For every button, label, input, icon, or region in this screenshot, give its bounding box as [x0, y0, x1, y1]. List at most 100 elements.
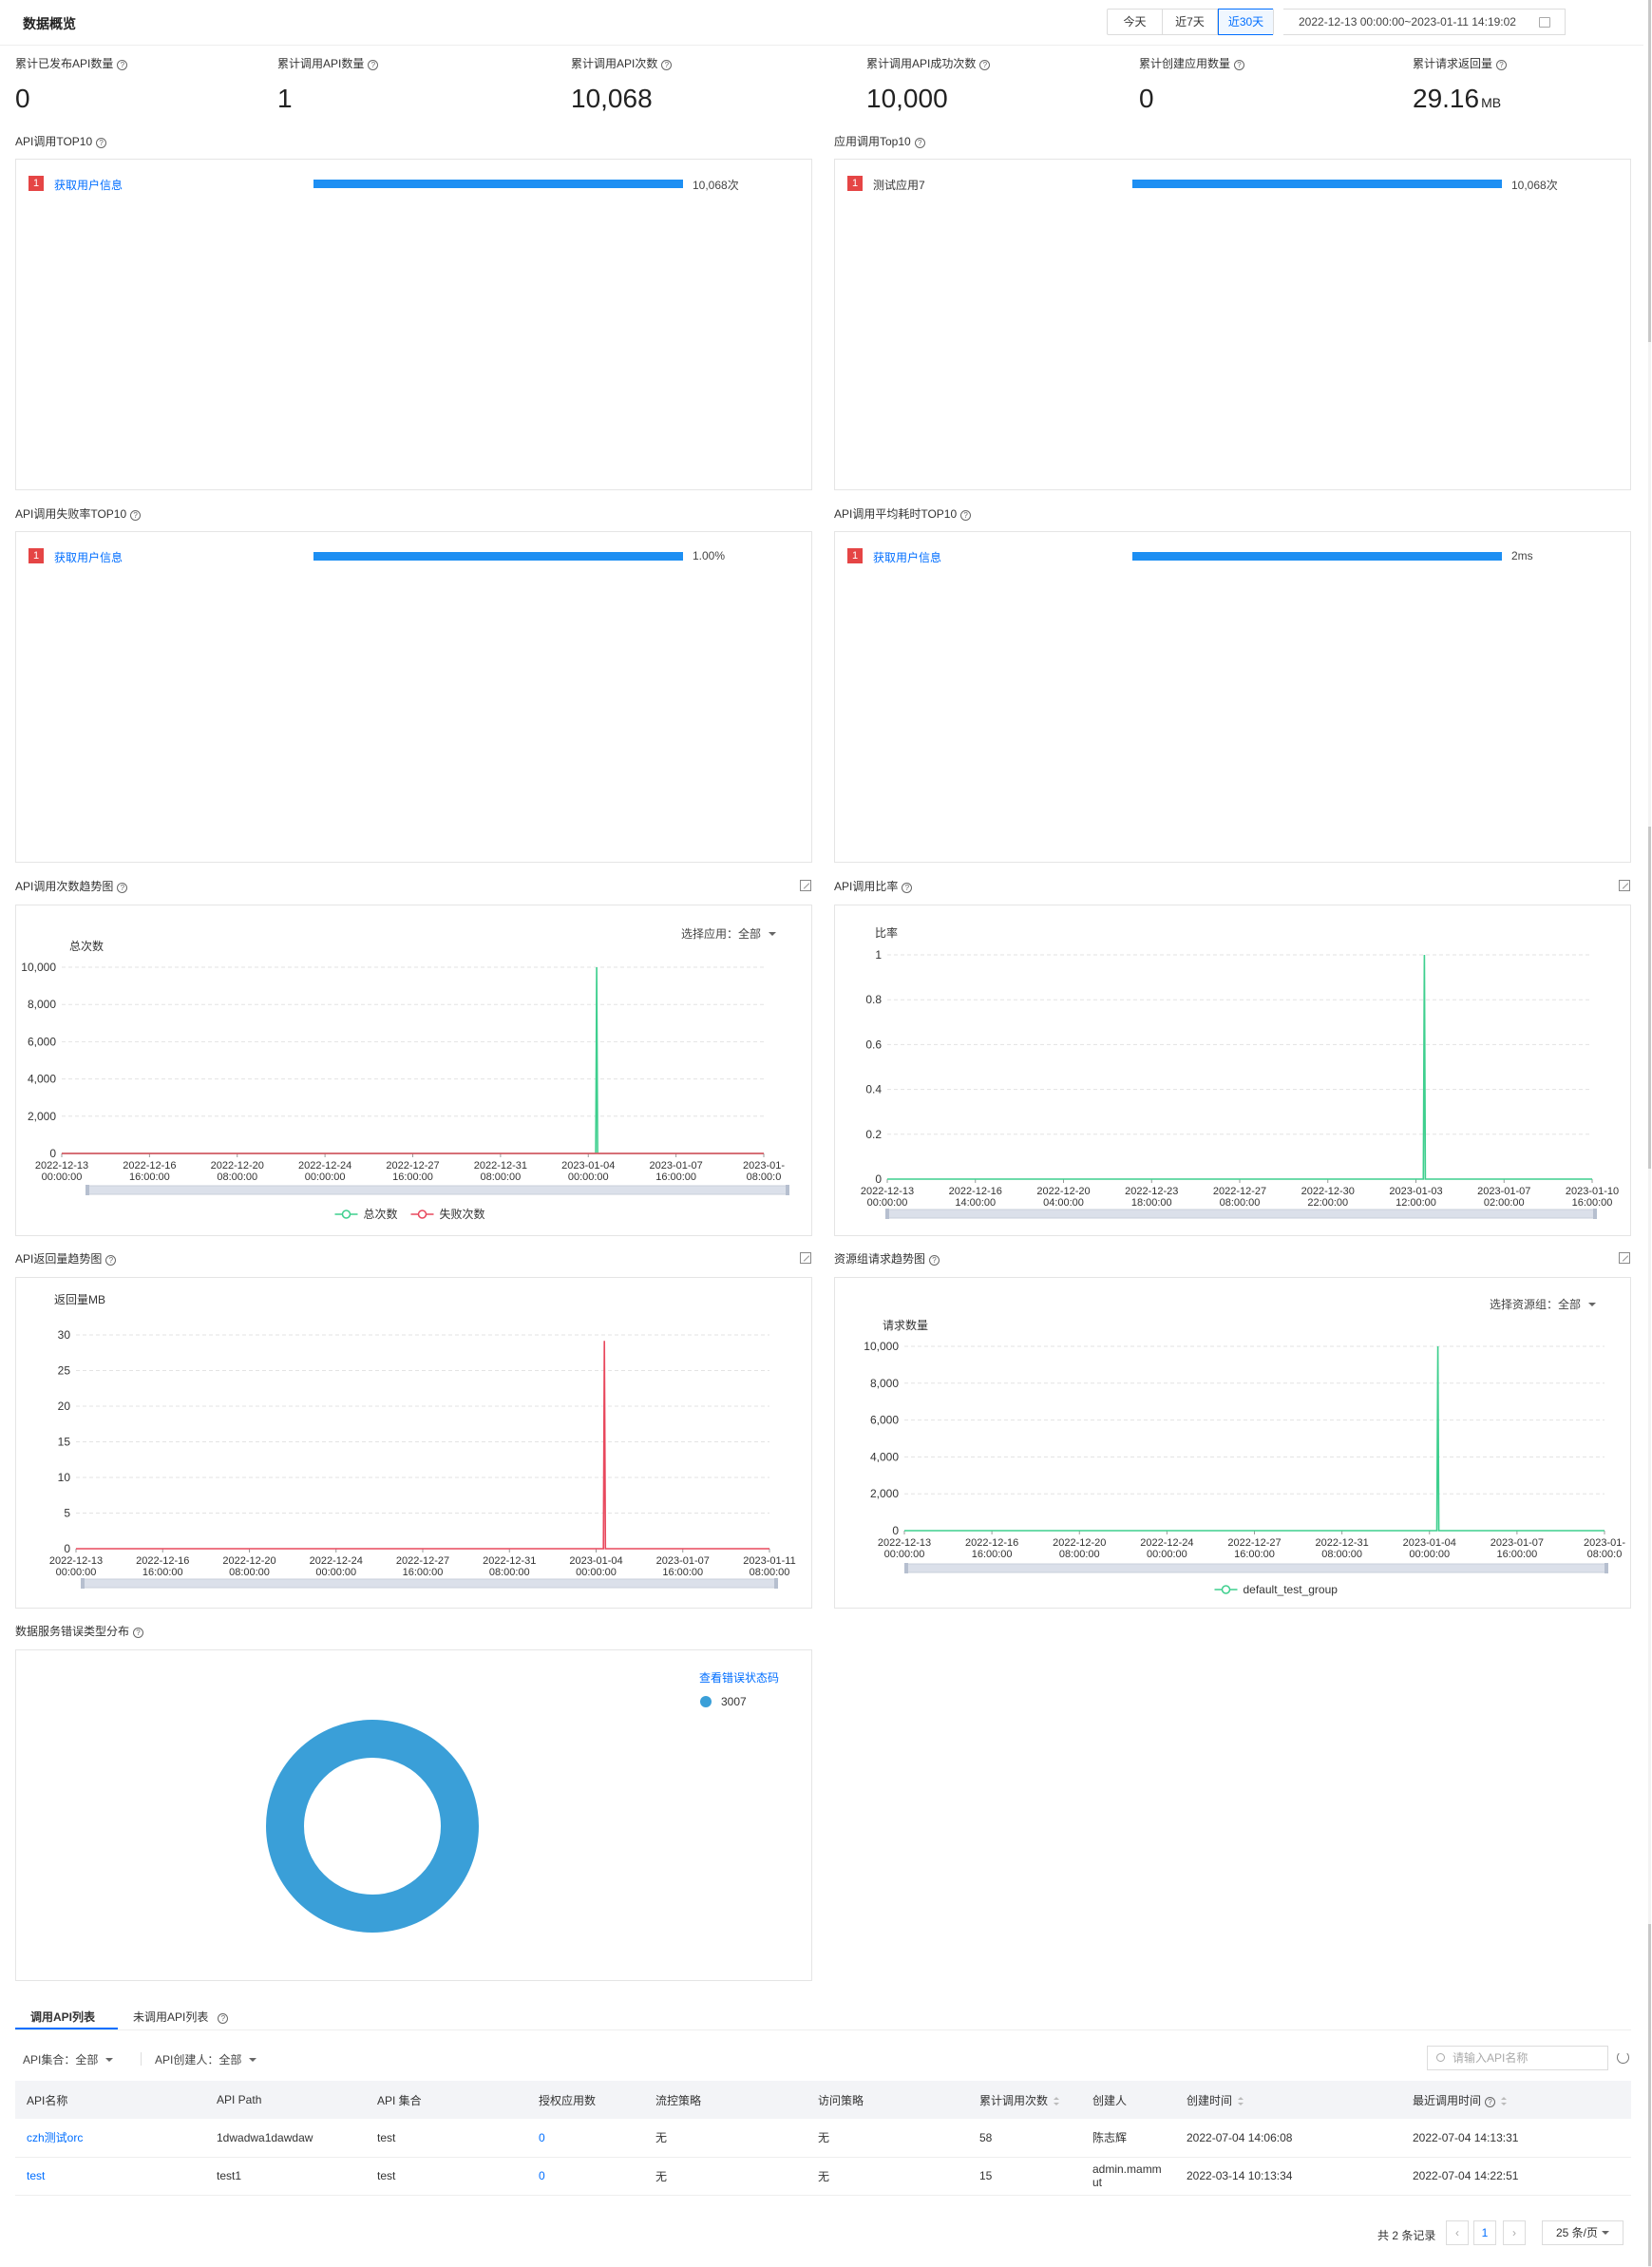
expand-icon[interactable] [1619, 1252, 1630, 1264]
prev-page-button[interactable]: ‹ [1446, 2220, 1469, 2245]
zoom-slider [82, 1578, 777, 1589]
help-icon[interactable]: ? [218, 2013, 229, 2024]
range-7d-button[interactable]: 近7天 [1163, 10, 1218, 34]
page-number-button[interactable]: 1 [1473, 2220, 1496, 2245]
api-fail-rate-top10-title: API调用失败率TOP10? [15, 505, 142, 522]
y-tick-label: 10 [58, 1471, 71, 1484]
x-tick-label: 08:00:00 [229, 1567, 270, 1578]
y-tick-label: 20 [58, 1400, 71, 1413]
api-name-link[interactable]: test [15, 2157, 205, 2196]
authorized-apps-link[interactable]: 0 [527, 2157, 644, 2196]
x-tick-label: 2022-12-20 [1036, 1186, 1090, 1197]
column-header: 流控策略 [644, 2081, 807, 2119]
help-icon[interactable]: ? [960, 510, 972, 521]
api-return-trend-title: API返回量趋势图? [15, 1250, 117, 1267]
zoom-slider [86, 1185, 788, 1195]
api-call-trend-panel: 选择应用：全部 0 2,000 4,000 6,000 8,000 10,000 总次数 20… [15, 905, 812, 1236]
view-error-codes-link[interactable]: 查看错误状态码 [699, 1671, 780, 1685]
scrollbar-thumb[interactable] [1648, 0, 1651, 342]
y-tick-label: 1 [875, 948, 882, 962]
tab-uncalled-api-list[interactable]: 未调用API列表? [133, 2009, 229, 2025]
page-size-selector[interactable]: 25 条/页 [1542, 2220, 1624, 2245]
help-icon[interactable]: ? [979, 60, 991, 70]
api-creator-filter[interactable]: API创建人：全部 [155, 2051, 257, 2067]
x-tick-label: 2022-12-16 [965, 1537, 1018, 1549]
x-tick-label: 2023-01-04 [561, 1160, 615, 1172]
kpi-value-call-count: 10,068 [571, 84, 653, 113]
kpi-label-return-volume: 累计请求返回量? [1413, 55, 1508, 71]
kpi-value-published: 0 [15, 84, 30, 113]
header-bar: 数据概览 [0, 0, 1643, 46]
range-30d-button[interactable]: 近30天 [1218, 9, 1273, 35]
x-tick-label: 16:00:00 [655, 1172, 696, 1183]
help-icon[interactable]: ? [96, 138, 107, 148]
help-icon[interactable]: ? [117, 883, 128, 893]
rank-bar [1132, 180, 1502, 188]
x-tick-label: 2022-12-24 [310, 1555, 363, 1567]
help-icon[interactable]: ? [902, 883, 913, 893]
column-header-sortable[interactable]: 最近调用时间? [1401, 2081, 1631, 2119]
range-today-button[interactable]: 今天 [1108, 10, 1163, 34]
table-row: test test1 test 0 无 无 15 admin.mammut 20… [15, 2157, 1631, 2196]
x-tick-label: 16:00:00 [392, 1172, 433, 1183]
y-tick-label: 0 [892, 1524, 899, 1537]
rank-item-value: 10,068次 [1511, 179, 1558, 192]
table-cell: 无 [807, 2119, 968, 2158]
y-tick-label: 6,000 [870, 1414, 899, 1427]
expand-icon[interactable] [800, 880, 811, 891]
x-tick-label: 02:00:00 [1484, 1197, 1525, 1209]
help-icon[interactable]: ? [117, 60, 128, 70]
x-tick-label: 00:00:00 [305, 1172, 346, 1183]
api-name-link[interactable]: czh测试orc [15, 2119, 205, 2158]
sort-icon [1054, 2096, 1060, 2105]
rank-item-name[interactable]: 获取用户信息 [54, 179, 123, 192]
rank-item-value: 1.00% [693, 549, 726, 562]
table-cell: 无 [644, 2119, 807, 2158]
help-icon[interactable]: ? [914, 138, 925, 148]
kpi-value-called-apis: 1 [277, 84, 293, 113]
scrollbar-thumb[interactable] [1648, 827, 1651, 1169]
rank-bar [313, 180, 683, 188]
x-tick-label: 2022-12-13 [878, 1537, 931, 1549]
expand-icon[interactable] [800, 1252, 811, 1264]
y-tick-label: 8,000 [28, 998, 56, 1011]
help-icon[interactable]: ? [133, 1628, 144, 1638]
help-icon[interactable]: ? [929, 1255, 940, 1266]
table-cell: admin.mammut [1081, 2157, 1175, 2196]
pagination-total: 共 2 条记录 [1377, 2229, 1436, 2242]
help-icon[interactable]: ? [105, 1255, 117, 1266]
zoom-handle [904, 1563, 908, 1573]
series-line [904, 1345, 1605, 1532]
x-tick-label: 00:00:00 [315, 1567, 356, 1578]
help-icon[interactable]: ? [1496, 60, 1508, 70]
table-cell: 58 [968, 2119, 1081, 2158]
legend-label: 总次数 [364, 1207, 398, 1221]
resource-group-selector[interactable]: 选择资源组：全部 [1490, 1296, 1597, 1312]
y-tick-label: 4,000 [870, 1450, 899, 1463]
error-distribution-title: 数据服务错误类型分布? [15, 1623, 144, 1639]
x-tick-label: 2022-12-16 [136, 1555, 189, 1567]
y-tick-label: 8,000 [870, 1377, 899, 1390]
expand-icon[interactable] [1619, 880, 1630, 891]
rank-item-name: 测试应用7 [873, 179, 925, 192]
refresh-icon[interactable] [1617, 2051, 1629, 2064]
help-icon[interactable]: ? [661, 60, 673, 70]
column-header-sortable[interactable]: 创建时间 [1175, 2081, 1401, 2119]
help-icon[interactable]: ? [130, 510, 142, 521]
next-page-button[interactable]: › [1503, 2220, 1526, 2245]
tab-called-api-list[interactable]: 调用API列表 [30, 2010, 96, 2024]
app-selector[interactable]: 选择应用：全部 [681, 925, 777, 942]
help-icon[interactable]: ? [368, 60, 379, 70]
x-tick-label: 2022-12-16 [123, 1160, 176, 1172]
api-collection-filter[interactable]: API集合：全部 [23, 2051, 114, 2067]
authorized-apps-link[interactable]: 0 [527, 2119, 644, 2158]
help-icon[interactable]: ? [1234, 60, 1245, 70]
rank-item-name[interactable]: 获取用户信息 [873, 551, 942, 564]
date-range-picker[interactable]: 2022-12-13 00:00:00~2023-01-11 14:19:02 [1283, 9, 1566, 35]
kpi-value-apps-created: 0 [1139, 84, 1154, 113]
search-input[interactable]: 请输入API名称 [1427, 2046, 1608, 2070]
column-header-sortable[interactable]: 累计调用次数 [968, 2081, 1081, 2119]
scrollbar-thumb[interactable] [1648, 1924, 1651, 2266]
rank-item-name[interactable]: 获取用户信息 [54, 551, 123, 564]
zoom-handle [81, 1578, 85, 1589]
